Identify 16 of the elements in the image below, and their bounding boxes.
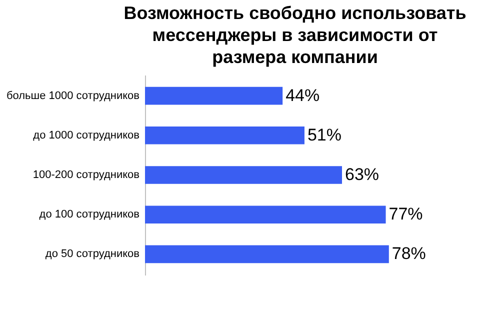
bar [145,166,342,184]
data-label: 63% [345,165,380,184]
bar [145,245,389,264]
bar [145,86,283,105]
chart-title: Возможность свободно использовать мессенджеры в зависимости от размера компании [124,3,466,67]
bar [145,206,386,224]
data-label: 51% [307,125,342,144]
data-label: 78% [392,244,426,264]
y-tick-label: до 1000 сотрудников [33,129,140,142]
y-tick-label: 100-200 сотрудников [32,169,140,181]
data-label: 44% [286,86,320,105]
y-tick-label: больше 1000 сотрудников [6,90,140,102]
y-tick-label: до 50 сотрудников [45,248,140,260]
bar [145,126,304,144]
data-label: 77% [388,204,423,224]
y-tick-label: до 100 сотрудников [39,208,140,221]
